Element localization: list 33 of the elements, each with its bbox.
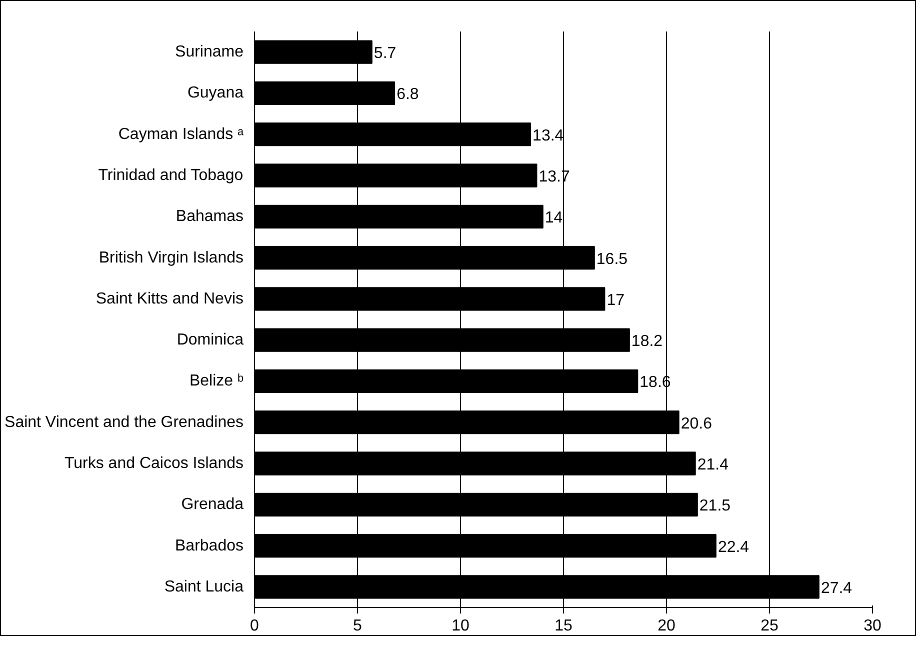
data-label: 14 (544, 210, 563, 227)
y-tick-label: Saint Vincent and the Grenadines (4, 414, 244, 431)
y-tick-label: Belize ᵇ (189, 372, 244, 390)
data-label: 17 (606, 292, 625, 309)
x-tick-label: 25 (760, 618, 778, 634)
y-tick-label: Trinidad and Tobago (98, 167, 244, 184)
y-tick-label: British Virgin Islands (98, 249, 244, 266)
x-tick-label: 10 (452, 618, 470, 634)
y-tick-label: Grenada (181, 496, 244, 514)
data-label: 21.5 (699, 498, 731, 515)
y-tick-label: Guyana (187, 84, 244, 102)
data-label: 18.2 (631, 333, 663, 350)
data-label: 5.7 (374, 45, 396, 62)
y-tick-label: Cayman Islands ᵃ (118, 126, 245, 143)
y-tick-label: Saint Kitts and Nevis (96, 290, 244, 308)
data-label: 13.4 (532, 127, 564, 144)
x-tick-label: 30 (864, 618, 882, 634)
y-tick-label: Bahamas (176, 208, 244, 226)
y-tick-label: Turks and Caicos Islands (64, 455, 244, 472)
y-tick-label: Barbados (175, 537, 244, 554)
data-label: 22.4 (718, 538, 750, 556)
data-label: 21.4 (697, 456, 729, 474)
x-tick-label: 20 (658, 618, 676, 634)
y-tick-label: Saint Lucia (164, 578, 244, 596)
data-label: 20.6 (680, 415, 712, 432)
y-tick-label: Suriname (175, 44, 244, 61)
x-tick-label: 15 (554, 618, 572, 634)
data-label: 16.5 (596, 250, 628, 268)
x-tick-label: 0 (250, 618, 260, 634)
y-tick-label: Dominica (176, 332, 244, 349)
data-label: 6.8 (396, 86, 419, 104)
x-tick-label: 5 (353, 618, 362, 634)
data-label: 27.4 (820, 580, 852, 597)
